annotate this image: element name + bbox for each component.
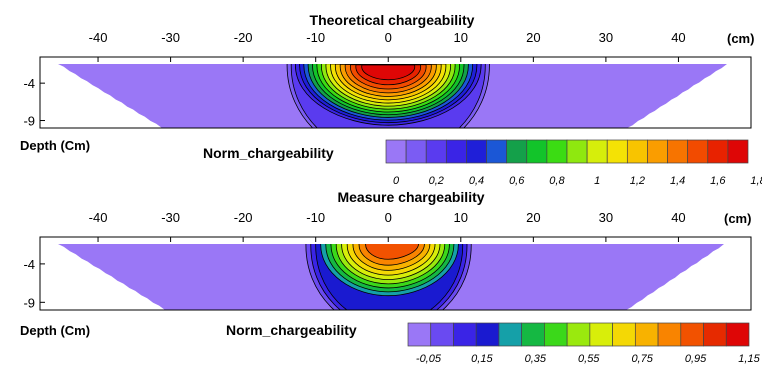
x-tick-label: 20 — [526, 30, 540, 45]
x-tick-label: -10 — [306, 210, 325, 225]
colorbar-swatch — [703, 322, 727, 347]
colorbar-label: 0,35 — [525, 353, 547, 365]
colorbar-label: 0,75 — [631, 353, 653, 365]
colorbar-label: 0,8 — [549, 175, 565, 187]
colorbar-label: -0,05 — [416, 353, 442, 365]
colorbar-label: 0,4 — [469, 175, 484, 187]
colorbar-swatch — [430, 322, 454, 347]
y-tick-label: -9 — [23, 295, 35, 310]
theoretical-plot-frame — [39, 56, 752, 129]
x-tick-label: 40 — [671, 210, 685, 225]
y-tick-label: -9 — [23, 114, 35, 129]
x-tick-label: 30 — [599, 30, 613, 45]
colorbar-swatch — [725, 322, 750, 347]
colorbar-swatch — [405, 139, 427, 164]
measured-x-unit: (cm) — [724, 211, 751, 226]
colorbar-swatch — [486, 139, 508, 164]
theoretical-colorbar-title: Norm_chargeability — [203, 145, 334, 161]
x-tick-label: 40 — [671, 30, 685, 45]
colorbar-swatch — [647, 139, 668, 164]
colorbar-swatch — [385, 139, 407, 164]
colorbar-label: 0,15 — [471, 353, 493, 365]
colorbar-swatch — [589, 322, 613, 347]
colorbar-swatch — [521, 322, 545, 347]
x-tick-label: -30 — [161, 30, 180, 45]
colorbar-swatch — [566, 139, 588, 164]
colorbar-swatch — [445, 139, 467, 164]
measured-colorbar-labels: -0,05 0,15 0,35 0,55 0,75 0,95 1,15 — [416, 353, 761, 365]
measured-colorbar — [407, 322, 750, 347]
colorbar-label: 1,2 — [630, 175, 645, 187]
x-tick-label: 0 — [385, 210, 392, 225]
theoretical-title: Theoretical chargeability — [310, 12, 475, 28]
theoretical-x-unit: (cm) — [727, 31, 754, 46]
colorbar-swatch — [506, 139, 528, 164]
colorbar-label: 0,95 — [685, 353, 707, 365]
colorbar-label: 1 — [594, 175, 600, 187]
theoretical-x-ticks: -40 -30 -20 -10 0 10 20 30 40 — [89, 30, 686, 62]
colorbar-swatch — [667, 139, 689, 164]
measured-y-label: Depth (Cm) — [20, 323, 90, 338]
theoretical-y-ticks: -4 -9 — [23, 76, 45, 129]
contour-band — [365, 244, 419, 260]
colorbar-swatch — [498, 322, 523, 347]
x-tick-label: -40 — [89, 210, 108, 225]
colorbar-swatch — [566, 322, 591, 347]
colorbar-label: 1,15 — [738, 353, 760, 365]
colorbar-swatch — [425, 139, 447, 164]
colorbar-label: 1,4 — [670, 175, 685, 187]
colorbar-swatch — [586, 139, 608, 164]
x-tick-label: 0 — [385, 30, 392, 45]
colorbar-swatch — [475, 322, 500, 347]
theoretical-colorbar — [385, 139, 749, 164]
y-tick-label: -4 — [23, 76, 35, 91]
colorbar-swatch — [407, 322, 432, 347]
colorbar-label: 0,6 — [509, 175, 525, 187]
colorbar-swatch — [453, 322, 477, 347]
colorbar-swatch — [606, 139, 628, 164]
colorbar-label: 1,8 — [750, 175, 762, 187]
colorbar-label: 0,2 — [429, 175, 444, 187]
x-tick-label: 20 — [526, 210, 540, 225]
colorbar-swatch — [466, 139, 487, 164]
theoretical-field — [58, 64, 727, 128]
colorbar-swatch — [687, 139, 709, 164]
colorbar-swatch — [727, 139, 749, 164]
x-tick-label: -10 — [306, 30, 325, 45]
theoretical-y-label: Depth (Cm) — [20, 138, 90, 153]
colorbar-label: 0,55 — [578, 353, 600, 365]
colorbar-label: 1,6 — [710, 175, 726, 187]
contour-band — [361, 64, 415, 81]
x-tick-label: -40 — [89, 30, 108, 45]
theoretical-colorbar-labels: 0 0,2 0,4 0,6 0,8 1 1,2 1,4 1,6 1,8 — [393, 175, 762, 187]
x-tick-label: -30 — [161, 210, 180, 225]
x-tick-label: 10 — [454, 210, 468, 225]
measured-y-ticks: -4 -9 — [23, 257, 45, 310]
measured-colorbar-title: Norm_chargeability — [226, 322, 357, 338]
colorbar-swatch — [680, 322, 704, 347]
theoretical-panel: Theoretical chargeability -40 -30 -20 -10 0 1… — [20, 12, 762, 187]
colorbar-swatch — [612, 322, 636, 347]
y-tick-label: -4 — [23, 257, 35, 272]
x-tick-label: 30 — [599, 210, 613, 225]
measured-x-ticks: -40 -30 -20 -10 0 10 20 30 40 — [89, 210, 686, 242]
colorbar-swatch — [526, 139, 548, 164]
measured-field — [58, 244, 724, 310]
measured-panel: Measure chargeability -40 -30 -20 -10 0 10 20 3… — [20, 189, 761, 365]
x-tick-label: 10 — [454, 30, 468, 45]
colorbar-swatch — [546, 139, 568, 164]
colorbar-swatch — [544, 322, 568, 347]
measured-title: Measure chargeability — [337, 189, 484, 205]
colorbar-swatch — [707, 139, 729, 164]
colorbar-swatch — [657, 322, 682, 347]
colorbar-label: 0 — [393, 175, 400, 187]
x-tick-label: -20 — [234, 210, 253, 225]
x-tick-label: -20 — [234, 30, 253, 45]
colorbar-swatch — [634, 322, 659, 347]
colorbar-swatch — [626, 139, 648, 164]
measured-plot-frame — [39, 236, 752, 311]
